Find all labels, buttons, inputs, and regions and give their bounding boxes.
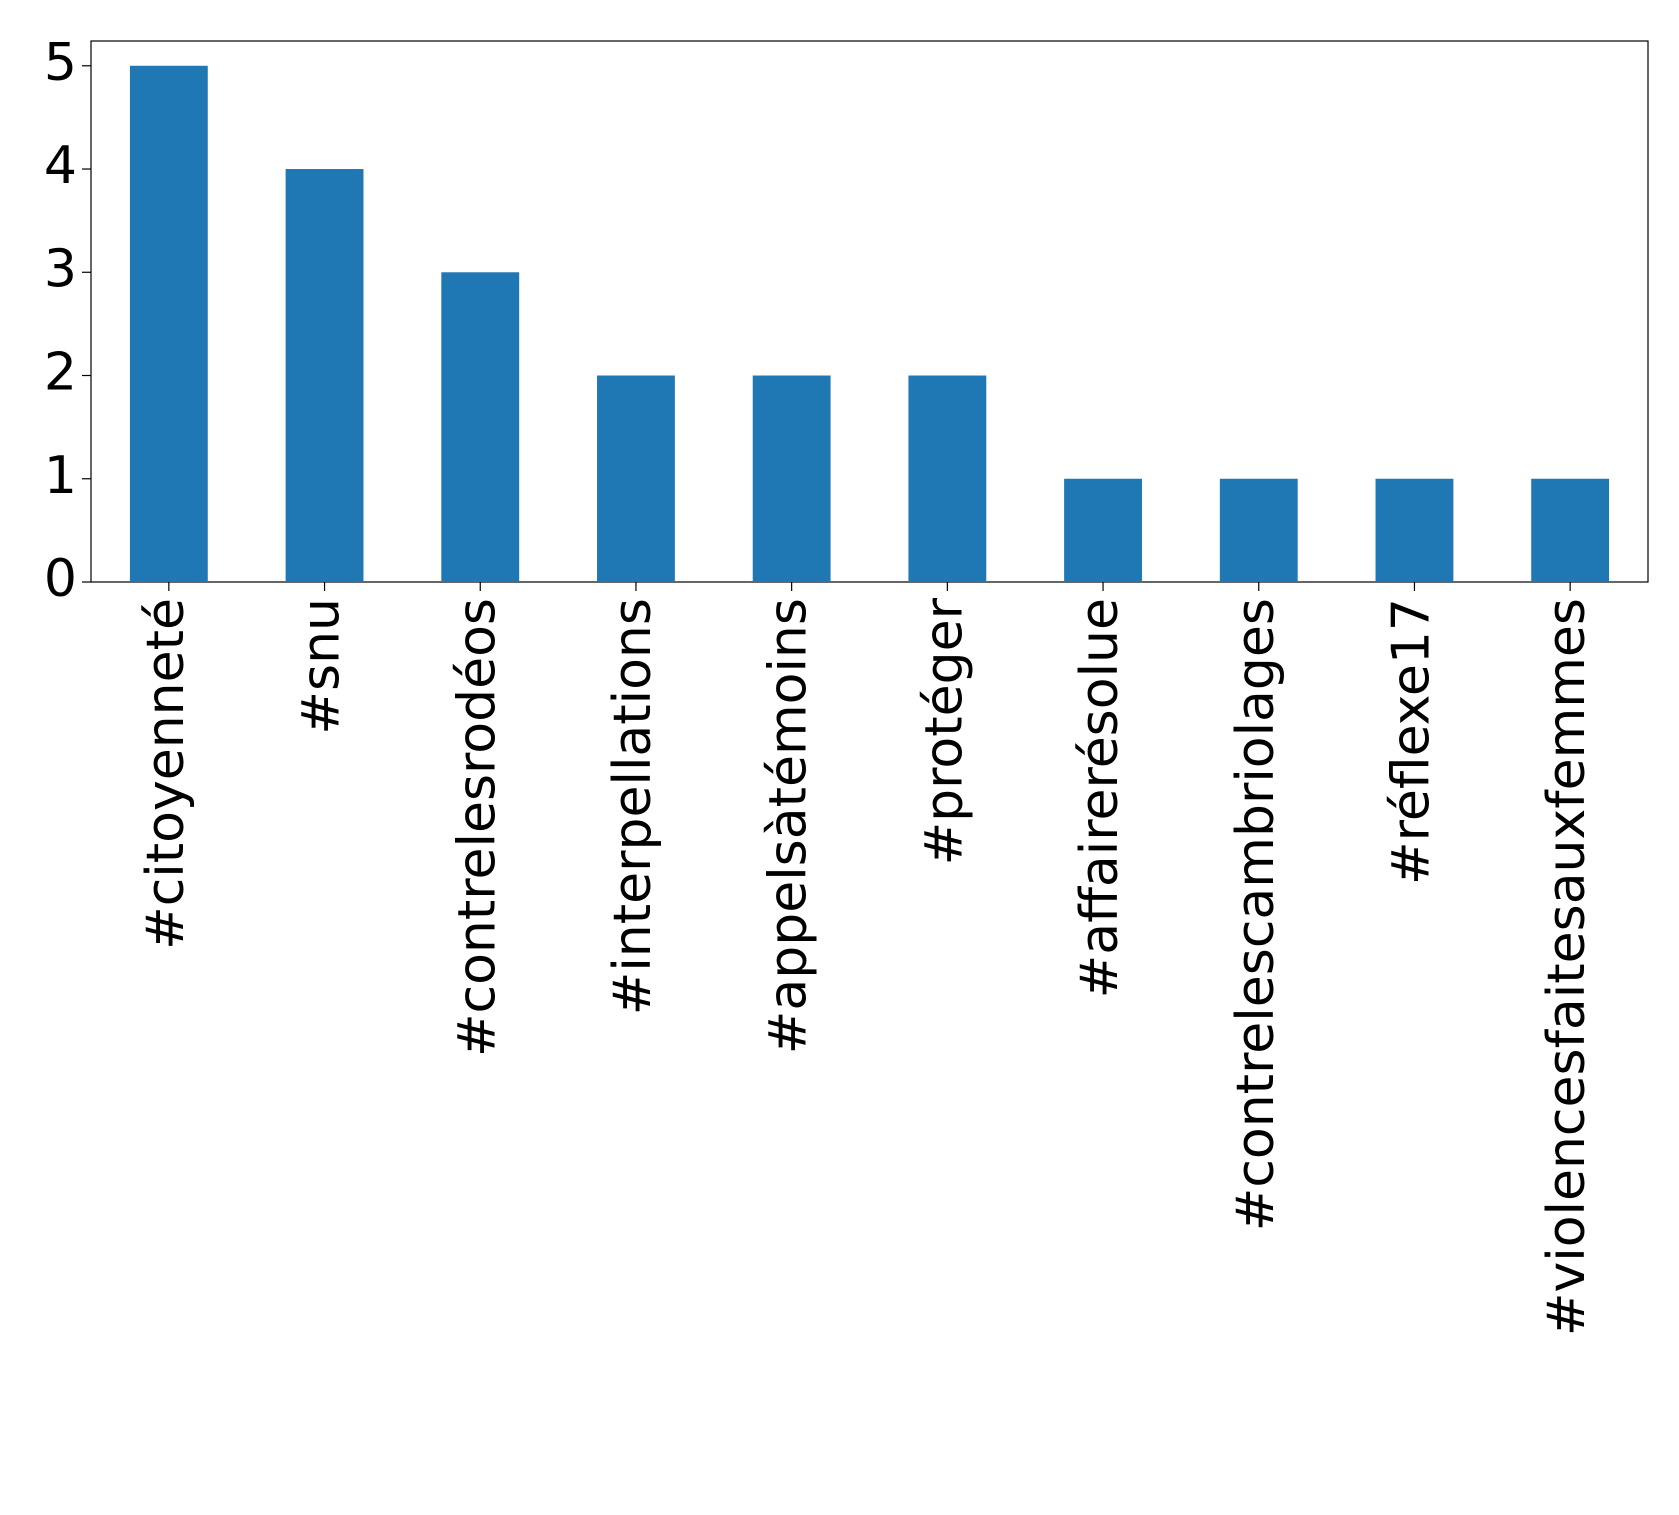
x-tick-label: #snu [292, 598, 352, 735]
bar [1375, 478, 1454, 582]
bar [1531, 478, 1610, 582]
x-tick-label: #protéger [914, 597, 974, 865]
x-tick-label: #citoyenneté [136, 598, 196, 950]
bar [908, 375, 987, 582]
bar [441, 272, 520, 582]
y-tick-label: 0 [44, 549, 77, 609]
x-tick-label: #contrelesrodéos [447, 598, 507, 1057]
x-tick-label: #affairerésolue [1070, 598, 1130, 998]
x-tick-label: #appelsàtémoins [759, 598, 819, 1054]
x-tick-label: #réflexe17 [1381, 598, 1441, 885]
x-tick-label: #interpellations [603, 598, 663, 1015]
y-tick-label: 5 [44, 33, 77, 93]
plot-frame [90, 40, 1649, 583]
bar [285, 169, 364, 583]
bar [1219, 478, 1298, 582]
x-tick-label: #contrelescambriolages [1226, 598, 1286, 1231]
x-tick-label: #violencesfaitesauxfemmes [1537, 598, 1597, 1336]
y-tick-label: 1 [44, 446, 77, 506]
y-tick-label: 2 [44, 343, 77, 403]
bar [752, 375, 831, 582]
y-tick-label: 4 [44, 136, 77, 196]
bar [597, 375, 675, 582]
bar [129, 65, 208, 582]
bar [1064, 478, 1142, 582]
y-tick-label: 3 [44, 239, 77, 299]
